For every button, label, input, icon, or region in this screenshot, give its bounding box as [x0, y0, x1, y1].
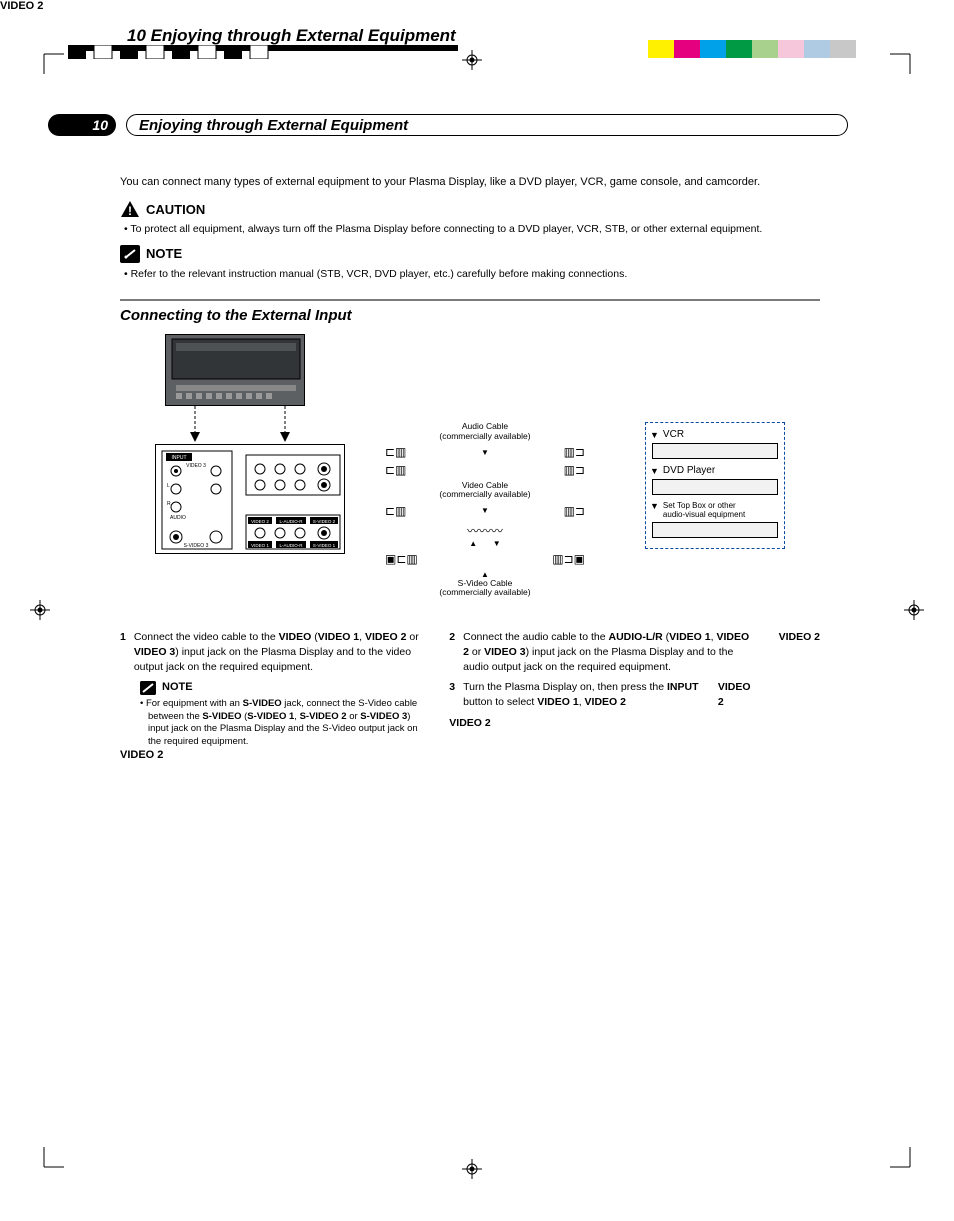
running-title: 10 Enjoying through External Equipment — [127, 26, 456, 45]
device-dvd-icon — [652, 479, 778, 495]
caution-label: CAUTION — [146, 202, 205, 217]
note-icon — [120, 245, 140, 263]
svg-text:L: L — [167, 483, 170, 489]
caution-item: To protect all equipment, always turn of… — [124, 222, 820, 237]
step-number: 2 — [449, 630, 455, 674]
note-item: For equipment with an S-VIDEO jack, conn… — [140, 698, 421, 749]
color-swatch — [648, 40, 674, 58]
device-stb-label: Set Top Box or other audio-visual equipm… — [663, 501, 745, 519]
steps-columns: 1 Connect the video cable to the VIDEO (… — [120, 630, 820, 749]
arrow-up-icon: ▲ ▼ — [385, 539, 585, 548]
svg-text:VIDEO 1: VIDEO 1 — [251, 543, 269, 548]
arrow-down-icon: ▼ — [650, 501, 659, 511]
plug-icon: ▥⊐ — [564, 463, 585, 477]
step-text: Turn the Plasma Display on, then press t… — [463, 680, 710, 709]
svg-text:!: ! — [128, 204, 132, 218]
note-left-list: For equipment with an S-VIDEO jack, conn… — [140, 698, 421, 749]
device-vcr-icon — [652, 443, 778, 459]
registration-mark-bottom — [462, 1159, 482, 1179]
svg-text:S-VIDEO 3: S-VIDEO 3 — [184, 543, 209, 549]
plug-icon: ⊏▥ — [385, 463, 406, 477]
arrow-down-icon: ▼ — [481, 506, 489, 515]
input-panel: INPUT VIDEO 3 L R AUDIO S-VIDEO 3 VIDEO … — [155, 444, 345, 554]
svg-text:S-VIDEO 2: S-VIDEO 2 — [313, 519, 336, 524]
step-number: 1 — [120, 630, 126, 674]
step-2: 2 Connect the audio cable to the AUDIO-L… — [449, 630, 750, 674]
intro-text: You can connect many types of external e… — [120, 176, 820, 188]
note-label: NOTE — [146, 246, 182, 261]
chapter-number-badge: 10 — [48, 114, 116, 136]
note-icon — [140, 681, 156, 695]
video-cable-sub: (commercially available) — [439, 489, 530, 499]
color-swatch — [752, 40, 778, 58]
step-number: 3 — [449, 680, 455, 709]
chapter-heading: 10 Enjoying through External Equipment — [48, 114, 848, 136]
crop-mark-bl — [34, 1147, 64, 1177]
svg-text:L-AUDIO-R: L-AUDIO-R — [279, 519, 303, 524]
arrow-dashed-icon — [165, 406, 345, 446]
chapter-title-box: Enjoying through External Equipment — [126, 114, 848, 136]
note-item: Refer to the relevant instruction manual… — [124, 267, 820, 282]
arrow-down-icon: ▼ — [650, 430, 659, 440]
step-text: Connect the video cable to the VIDEO (VI… — [134, 630, 421, 674]
svg-text:R: R — [167, 501, 171, 507]
note-label: NOTE — [162, 680, 193, 695]
note-heading: NOTE — [120, 245, 820, 263]
registration-mark-right — [904, 600, 924, 620]
registration-mark-left — [30, 600, 50, 620]
cable-diagram: Audio Cable(commercially available) ⊏▥▼▥… — [385, 422, 585, 597]
main-content: You can connect many types of external e… — [120, 160, 820, 761]
crop-mark-br — [890, 1147, 920, 1177]
plug-icon: ▥⊐ — [564, 445, 585, 459]
crop-mark-tl — [34, 44, 64, 74]
color-bar — [648, 40, 856, 58]
audio-cable-sub: (commercially available) — [439, 431, 530, 441]
color-swatch — [726, 40, 752, 58]
section-divider — [120, 299, 820, 301]
color-swatch — [804, 40, 830, 58]
left-column: 1 Connect the video cable to the VIDEO (… — [120, 630, 421, 749]
svg-text:INPUT: INPUT — [172, 455, 187, 461]
step-text: Connect the audio cable to the AUDIO-L/R… — [463, 630, 750, 674]
plug-icon: ▥⊐ — [564, 504, 585, 518]
caution-list: To protect all equipment, always turn of… — [124, 222, 820, 237]
plasma-display-icon — [165, 334, 305, 406]
step-1: 1 Connect the video cable to the VIDEO (… — [120, 630, 421, 674]
svg-text:AUDIO: AUDIO — [170, 515, 186, 521]
color-swatch — [700, 40, 726, 58]
svg-text:VIDEO 2: VIDEO 2 — [251, 519, 269, 524]
chapter-number: 10 — [92, 117, 108, 133]
color-swatch — [674, 40, 700, 58]
color-swatch — [778, 40, 804, 58]
connection-diagram: INPUT VIDEO 3 L R AUDIO S-VIDEO 3 VIDEO … — [155, 334, 785, 614]
svideo-cable-sub: (commercially available) — [439, 587, 530, 597]
arrow-down-icon: ▼ — [650, 466, 659, 476]
device-dvd-label: DVD Player — [663, 465, 715, 476]
arrow-down-icon: ▼ — [481, 448, 489, 457]
note-heading-small: NOTE — [140, 680, 421, 695]
svideo-plug-icon: ▥⊐▣ — [552, 552, 585, 566]
chapter-title: Enjoying through External Equipment — [139, 117, 408, 134]
svg-text:VIDEO 3: VIDEO 3 — [186, 463, 206, 469]
crop-mark-tr — [890, 44, 920, 74]
svideo-plug-icon: ▣⊏▥ — [385, 552, 418, 566]
plug-icon: ⊏▥ — [385, 445, 406, 459]
svg-text:S-VIDEO 1: S-VIDEO 1 — [313, 543, 336, 548]
svg-text:L-AUDIO-R: L-AUDIO-R — [279, 543, 303, 548]
device-stack: ▼ VCR ▼ DVD Player ▼ Set Top Box or other a… — [645, 422, 785, 549]
step-3: 3 Turn the Plasma Display on, then press… — [449, 680, 750, 709]
section-subheading: Connecting to the External Input — [120, 307, 820, 324]
plug-icon: ⊏▥ — [385, 504, 406, 518]
device-vcr-label: VCR — [663, 429, 684, 440]
color-swatch — [830, 40, 856, 58]
warning-icon: ! — [120, 200, 140, 218]
caution-heading: ! CAUTION — [120, 200, 820, 218]
device-stb-icon — [652, 522, 778, 538]
note-list: Refer to the relevant instruction manual… — [124, 267, 820, 282]
right-column: 2 Connect the audio cable to the AUDIO-L… — [449, 630, 750, 749]
